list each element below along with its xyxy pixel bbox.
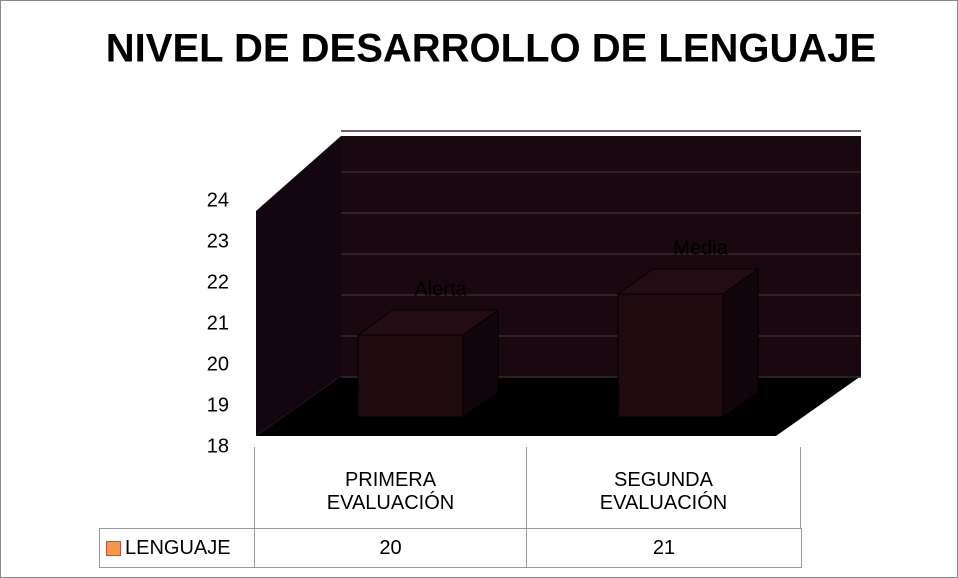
data-label: Alerta xyxy=(414,278,467,300)
bar-side xyxy=(722,268,759,418)
y-tick-label: 24 xyxy=(207,189,229,211)
bar xyxy=(357,334,464,418)
y-tick-label: 21 xyxy=(207,312,229,334)
side-wall xyxy=(256,136,341,436)
table-value: 20 xyxy=(254,528,527,568)
floor xyxy=(256,376,861,436)
chart-title: NIVEL DE DESARROLLO DE LENGUAJE xyxy=(106,27,876,71)
bar xyxy=(617,293,724,418)
y-tick-label: 19 xyxy=(207,394,229,416)
legend-label: LENGUAJE xyxy=(125,536,231,559)
x-tick-label: SEGUNDA EVALUACIÓN xyxy=(526,447,801,529)
legend-swatch xyxy=(106,540,121,556)
table-value: 21 xyxy=(526,528,802,568)
y-tick-label: 18 xyxy=(207,435,229,457)
y-tick-label: 22 xyxy=(207,271,229,293)
data-label: Media xyxy=(673,237,728,259)
y-tick-label: 20 xyxy=(207,353,229,375)
x-tick-label: PRIMERA EVALUACIÓN xyxy=(254,447,526,529)
y-tick-label: 23 xyxy=(207,230,229,252)
legend-entry: LENGUAJE xyxy=(99,528,255,568)
